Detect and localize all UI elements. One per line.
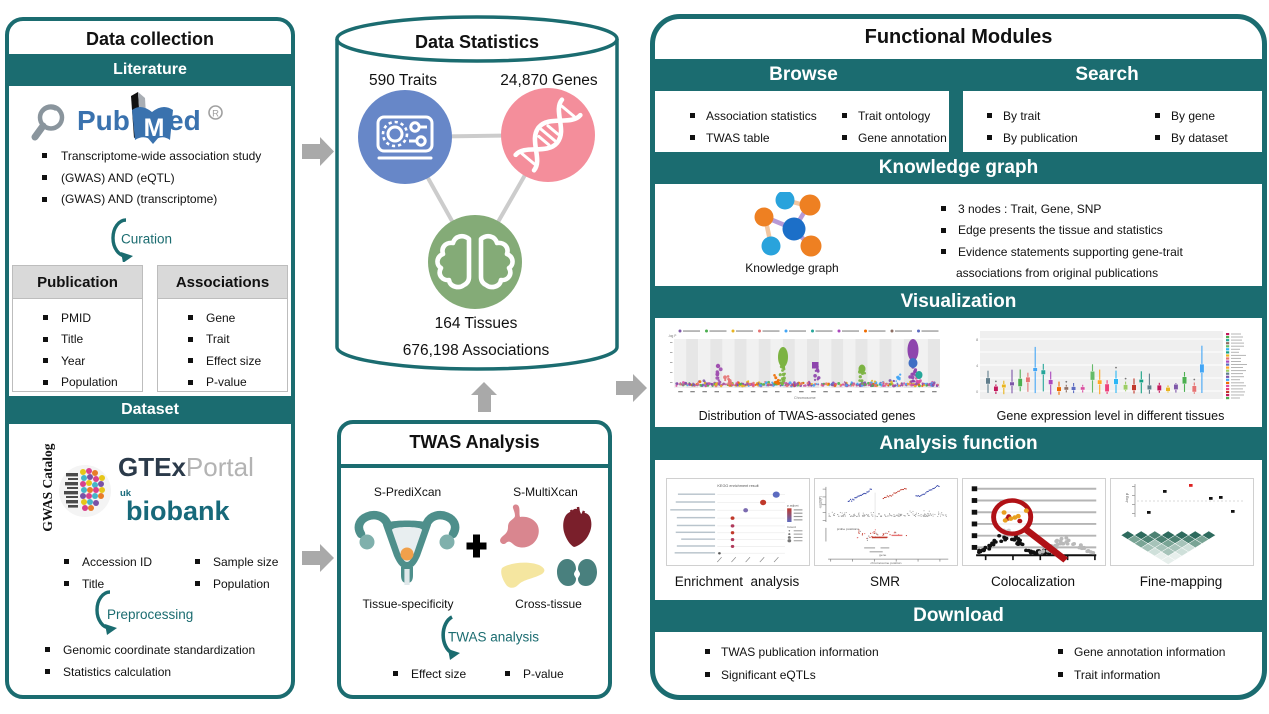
svg-text:0: 0: [976, 389, 979, 394]
svg-text:Data Statistics: Data Statistics: [415, 32, 539, 52]
svg-text:8: 8: [976, 337, 979, 342]
svg-text:Preprocessing: Preprocessing: [107, 607, 193, 622]
svg-text:-log p: -log p: [1124, 492, 1129, 503]
svg-text:TWAS analysis: TWAS analysis: [448, 630, 539, 645]
svg-text:Chromosome: Chromosome: [794, 396, 816, 400]
svg-text:676,198 Associations: 676,198 Associations: [403, 342, 550, 359]
svg-text:Pub: Pub: [77, 105, 130, 136]
svg-text:24,870 Genes: 24,870 Genes: [500, 72, 598, 89]
svg-text:M: M: [144, 114, 165, 142]
svg-text:gene: gene: [879, 553, 887, 557]
svg-text:probe positions: probe positions: [837, 527, 860, 531]
svg-text:-log10(P): -log10(P): [818, 496, 822, 508]
svg-text:4: 4: [976, 363, 979, 368]
svg-text:Count: Count: [787, 525, 796, 529]
svg-text:KEGG enrichment result: KEGG enrichment result: [717, 484, 758, 488]
svg-text:ed: ed: [168, 105, 201, 136]
svg-text:164 Tissues: 164 Tissues: [435, 315, 518, 332]
svg-text:R: R: [212, 109, 219, 120]
svg-text:-log P: -log P: [668, 334, 676, 338]
svg-text:chromosome position: chromosome position: [871, 561, 902, 565]
svg-text:Curation: Curation: [121, 232, 172, 247]
svg-text:590 Traits: 590 Traits: [369, 72, 437, 89]
svg-text:p.adjust: p.adjust: [787, 504, 799, 508]
